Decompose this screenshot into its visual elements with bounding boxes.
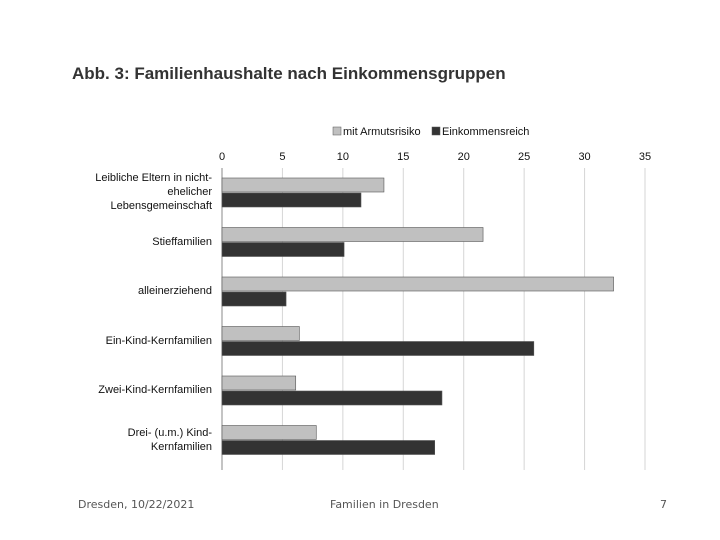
bar-armutsrisiko	[221, 326, 300, 341]
x-tick-label: 15	[397, 151, 409, 163]
category-label-line: Leibliche Eltern in nicht-	[95, 172, 212, 184]
category-label-line: Kernfamilien	[150, 440, 212, 453]
bar-armutsrisiko	[221, 227, 484, 242]
category-label: Stieffamilien	[62, 235, 212, 249]
legend-swatch	[431, 126, 441, 136]
x-tick-label: 30	[578, 151, 590, 163]
x-tick-label: 5	[279, 151, 285, 163]
bar-armutsrisiko	[221, 425, 317, 440]
category-label-line: Zwei-Kind-Kernfamilien	[98, 384, 212, 396]
legend-label: mit Armutsrisiko	[343, 126, 421, 138]
category-label-line: Stieffamilien	[152, 235, 212, 248]
bar-einkommensreich	[221, 440, 436, 455]
x-tick-label: 0	[219, 151, 225, 163]
category-label: Zwei-Kind-Kernfamilien	[62, 383, 212, 397]
category-label-line: Drei- (u.m.) Kind-	[127, 426, 212, 439]
bar-armutsrisiko	[221, 276, 614, 292]
bar-armutsrisiko	[221, 177, 385, 193]
category-label-line: Lebensgemeinschaft	[110, 200, 212, 212]
x-tick-label: 25	[518, 151, 530, 163]
x-tick-label: 35	[639, 151, 651, 163]
category-label-line: Ein-Kind-Kernfamilien	[105, 334, 212, 347]
category-label: alleinerziehend	[62, 284, 212, 298]
page-number: 7	[660, 498, 667, 511]
bar-einkommensreich	[221, 341, 535, 356]
bar-einkommensreich	[221, 291, 287, 307]
footer-title: Familien in Dresden	[330, 498, 439, 511]
category-label: Ein-Kind-Kernfamilien	[62, 334, 212, 348]
bar-einkommensreich	[221, 242, 345, 257]
category-label-line: alleinerziehend	[138, 285, 212, 297]
x-tick-label: 10	[337, 151, 349, 163]
category-label-line: ehelicher	[167, 186, 212, 198]
legend-label: Einkommensreich	[442, 126, 529, 138]
category-label: Drei- (u.m.) Kind- Kernfamilien	[62, 426, 212, 454]
bar-einkommensreich	[221, 390, 443, 406]
bar-einkommensreich	[221, 192, 362, 208]
footer-date: Dresden, 10/22/2021	[78, 498, 195, 511]
slide-title: Abb. 3: Familienhaushalte nach Einkommen…	[72, 64, 506, 83]
category-label: Leibliche Eltern in nicht-ehelicher Leben…	[62, 171, 212, 213]
x-tick-label: 20	[458, 151, 470, 163]
bar-armutsrisiko	[221, 375, 297, 391]
legend-swatch	[332, 126, 342, 136]
